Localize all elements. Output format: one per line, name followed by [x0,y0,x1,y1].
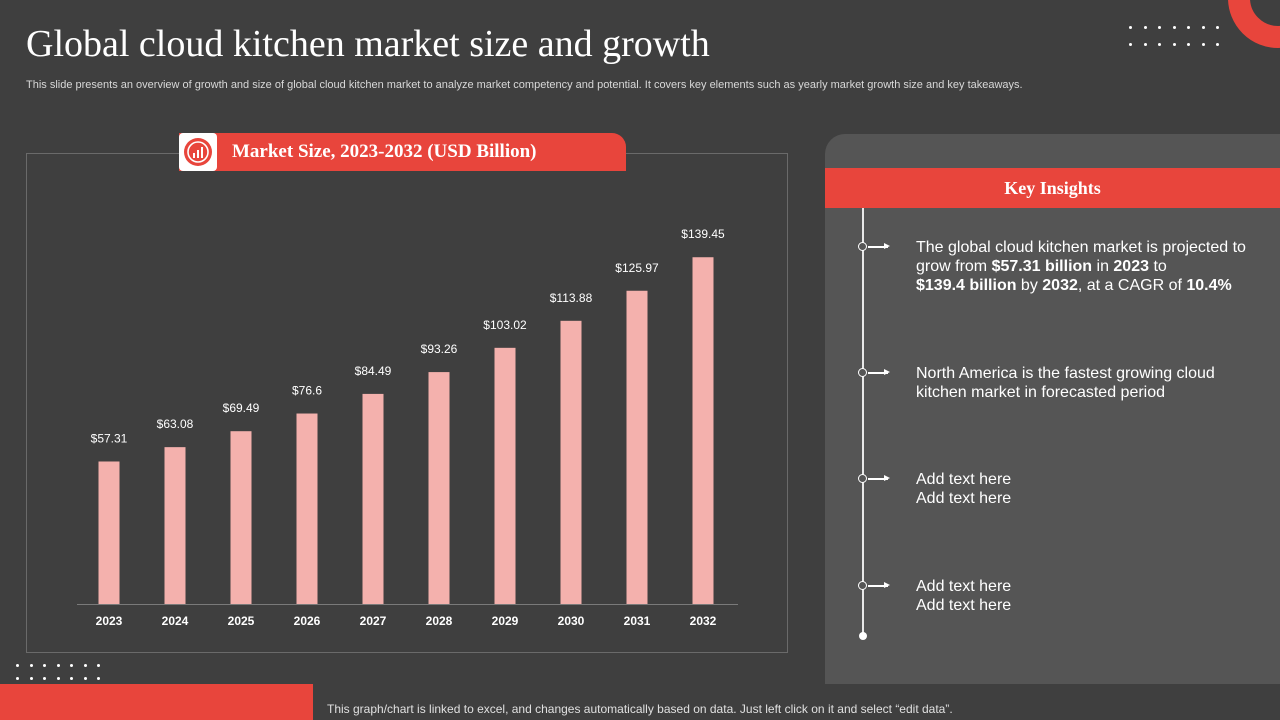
data-label-2023: $57.31 [91,431,128,445]
bar-2028 [428,372,450,604]
decor-dot [1187,43,1190,46]
x-tick-2031: 2031 [624,614,651,628]
insight-text-2: North America is the fastest growing clo… [916,364,1226,402]
decor-dot [29,664,33,667]
insight-1-bold: 2023 [1113,258,1149,275]
x-tick-2029: 2029 [492,614,519,628]
decor-dot [1129,43,1132,46]
insight-1-part: to [1149,258,1167,275]
bar-2029 [494,347,516,604]
data-label-2032: $139.45 [681,227,725,241]
x-tick-2030: 2030 [558,614,585,628]
data-label-2029: $103.02 [483,318,527,332]
bar-2025 [230,431,252,604]
timeline-line [862,208,864,636]
decor-dot [1143,26,1147,29]
chart-title-banner [179,133,626,171]
decor-dot [83,677,87,680]
bar-chart: $57.31 2023 $63.08 2024 $69.49 2025 $76.6 2026 $… [77,227,738,628]
data-label-2030: $113.88 [550,291,593,305]
bar-2026 [296,413,318,604]
data-label-2024: $63.08 [157,417,194,431]
decor-dot [29,677,33,680]
decor-dot [1187,26,1190,29]
decor-dot [97,677,100,680]
insight-1-part: in [1092,258,1114,275]
timeline-node-4 [858,581,892,591]
arrow-right-icon [884,582,890,588]
decor-dot [1172,43,1176,46]
x-tick-2026: 2026 [294,614,321,628]
decor-dot [97,664,100,667]
insight-4-line: Add text here [916,578,1012,595]
slide-title: Global cloud kitchen market size and gro… [26,23,710,65]
x-tick-2032: 2032 [690,614,717,628]
decor-dot [56,677,60,680]
arrow-right-icon [884,475,890,481]
chart-icon-box [179,133,217,171]
timeline-node-1 [858,242,892,252]
insight-1-bold: $57.31 billion [991,258,1093,275]
decor-dot [16,677,19,680]
decor-dot [1216,43,1219,46]
x-tick-2027: 2027 [360,614,387,628]
insight-2-part: North America is the fastest growing clo… [916,365,1215,401]
x-tick-2024: 2024 [162,614,189,628]
slide-subtitle: This slide presents an overview of growt… [26,79,1023,91]
bar-2027 [362,393,384,604]
bar-2024 [164,447,186,604]
insight-1-part: , at a CAGR of [1077,277,1187,294]
decor-dot [1216,26,1219,29]
insight-1-bold: $139.4 billion [916,277,1017,294]
data-label-2025: $69.49 [223,401,260,415]
arrow-right-icon [884,243,890,249]
chart-title: Market Size, 2023-2032 (USD Billion) [232,141,537,162]
insight-text-3: Add text here Add text here [916,470,1256,508]
decor-dot [70,677,73,680]
insight-4-line: Add text here [916,597,1012,614]
insight-3-line: Add text here [916,471,1012,488]
x-tick-2025: 2025 [228,614,255,628]
decor-dot [83,664,87,667]
data-label-2031: $125.97 [615,261,659,275]
decor-dot [16,664,19,667]
insight-1-part: by [1016,277,1043,294]
insight-1-bold: 10.4% [1186,277,1232,294]
data-label-2026: $76.6 [292,384,322,398]
timeline-node-3 [858,474,892,484]
decor-dot [43,664,46,667]
decor-dot [1201,26,1205,29]
timeline-node-2 [858,368,892,378]
insight-text-4: Add text here Add text here [916,577,1256,615]
decor-dot [1129,26,1132,29]
data-label-2028: $93.26 [421,342,458,356]
insights-panel [825,134,1280,684]
insight-3-line: Add text here [916,490,1012,507]
decor-dot [56,664,60,667]
timeline-end-dot [859,632,867,640]
insights-title: Key Insights [825,168,1280,208]
insight-text-1: The global cloud kitchen market is proje… [916,238,1256,295]
insight-1-bold: 2032 [1042,277,1078,294]
decor-dot [70,664,73,667]
bottom-accent-bar [0,684,313,720]
arrow-right-icon [884,369,890,375]
bar-2023 [98,461,120,604]
footer-note: This graph/chart is linked to excel, and… [327,702,953,716]
decor-dot [43,677,46,680]
x-tick-2023: 2023 [96,614,123,628]
insight-1-part: The global cloud kitchen market is proje… [916,239,1246,275]
decor-dot [1172,26,1176,29]
decor-dot [1158,43,1161,46]
decor-dot [1201,43,1205,46]
corner-decoration [1228,0,1280,48]
x-tick-2028: 2028 [426,614,453,628]
bar-2032 [692,257,714,604]
chart-gauge-icon [184,138,212,166]
bar-2031 [626,290,648,604]
bar-2030 [560,320,582,604]
decor-dot [1143,43,1147,46]
data-label-2027: $84.49 [355,364,392,378]
decor-dot [1158,26,1161,29]
